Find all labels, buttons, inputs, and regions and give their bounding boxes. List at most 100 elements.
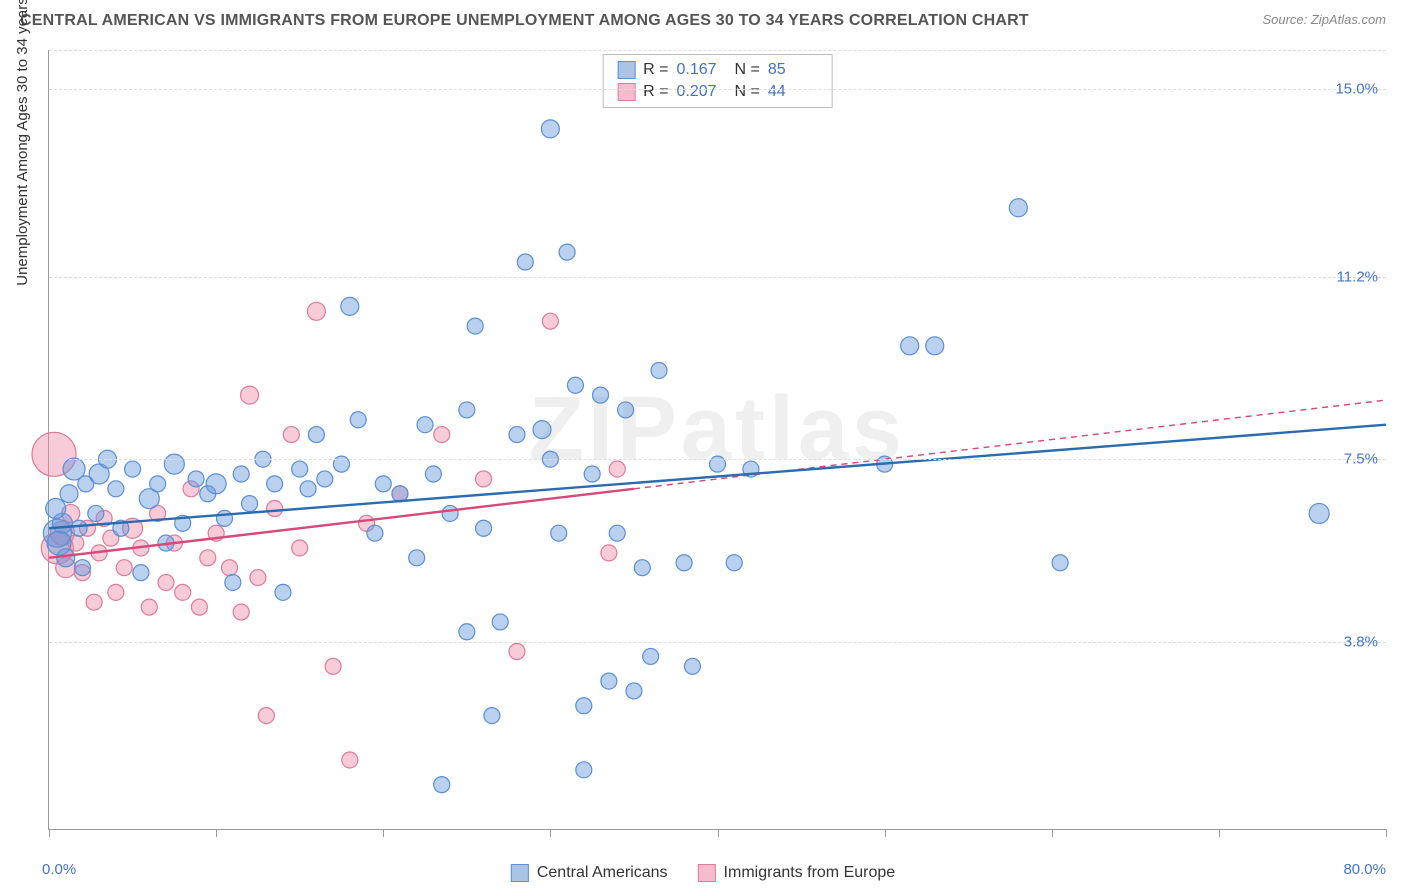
x-tick xyxy=(550,829,551,837)
data-point xyxy=(150,476,166,492)
data-point xyxy=(283,427,299,443)
data-point xyxy=(233,466,249,482)
data-point xyxy=(567,377,583,393)
data-point xyxy=(492,614,508,630)
grid-line xyxy=(49,459,1386,460)
correlation-stats-box: R = 0.167 N = 85 R = 0.207 N = 44 xyxy=(602,54,833,108)
data-point xyxy=(609,525,625,541)
data-point xyxy=(221,560,237,576)
scatter-svg xyxy=(49,50,1386,829)
data-point xyxy=(225,574,241,590)
data-point xyxy=(275,584,291,600)
data-point xyxy=(46,499,66,519)
data-point xyxy=(417,417,433,433)
data-point xyxy=(141,599,157,615)
data-point xyxy=(108,481,124,497)
data-point xyxy=(88,505,104,521)
data-point xyxy=(434,777,450,793)
data-point xyxy=(292,461,308,477)
data-point xyxy=(292,540,308,556)
grid-line xyxy=(49,89,1386,90)
legend-swatch-a xyxy=(511,864,529,882)
legend-swatch-b xyxy=(698,864,716,882)
n-value-a: 85 xyxy=(768,59,818,81)
y-tick-label: 15.0% xyxy=(1335,81,1378,98)
data-point xyxy=(726,555,742,571)
x-min-label: 0.0% xyxy=(42,861,76,878)
data-point xyxy=(584,466,600,482)
x-tick xyxy=(383,829,384,837)
n-label-b: N = xyxy=(735,81,760,103)
legend-label-a: Central Americans xyxy=(537,864,668,882)
data-point xyxy=(86,594,102,610)
data-point xyxy=(517,254,533,270)
x-tick xyxy=(216,829,217,837)
data-point xyxy=(175,584,191,600)
data-point xyxy=(542,313,558,329)
data-point xyxy=(308,427,324,443)
data-point xyxy=(459,624,475,640)
data-point xyxy=(108,584,124,600)
data-point xyxy=(634,560,650,576)
data-point xyxy=(116,560,132,576)
data-point xyxy=(250,570,266,586)
data-point xyxy=(200,550,216,566)
n-label-a: N = xyxy=(735,59,760,81)
chart-plot-area: ZIPatlas R = 0.167 N = 85 R = 0.207 N = … xyxy=(48,50,1386,830)
data-point xyxy=(74,560,90,576)
grid-line xyxy=(49,50,1386,51)
stats-row-a: R = 0.167 N = 85 xyxy=(617,59,818,81)
r-label-a: R = xyxy=(643,59,668,81)
legend-item-b: Immigrants from Europe xyxy=(698,864,896,882)
stats-row-b: R = 0.207 N = 44 xyxy=(617,81,818,103)
data-point xyxy=(601,673,617,689)
data-point xyxy=(71,520,87,536)
data-point xyxy=(258,708,274,724)
data-point xyxy=(509,427,525,443)
data-point xyxy=(191,599,207,615)
data-point xyxy=(626,683,642,699)
data-point xyxy=(267,476,283,492)
data-point xyxy=(459,402,475,418)
data-point xyxy=(533,421,551,439)
data-point xyxy=(676,555,692,571)
data-point xyxy=(559,244,575,260)
data-point xyxy=(307,302,325,320)
data-point xyxy=(392,486,408,502)
data-point xyxy=(125,461,141,477)
grid-line xyxy=(49,277,1386,278)
data-point xyxy=(267,501,283,517)
trend-line-extrapolated xyxy=(634,400,1386,489)
data-point xyxy=(684,658,700,674)
data-point xyxy=(60,485,78,503)
data-point xyxy=(434,427,450,443)
data-point xyxy=(1009,199,1027,217)
data-point xyxy=(901,337,919,355)
y-tick-label: 3.8% xyxy=(1344,633,1378,650)
data-point xyxy=(233,604,249,620)
data-point xyxy=(57,549,75,567)
source-label: Source: ZipAtlas.com xyxy=(1262,12,1386,27)
bottom-legend: Central Americans Immigrants from Europe xyxy=(511,864,895,882)
grid-line xyxy=(49,642,1386,643)
data-point xyxy=(409,550,425,566)
swatch-b xyxy=(617,83,635,101)
data-point xyxy=(1052,555,1068,571)
r-label-b: R = xyxy=(643,81,668,103)
data-point xyxy=(643,648,659,664)
data-point xyxy=(206,474,226,494)
data-point xyxy=(576,698,592,714)
data-point xyxy=(325,658,341,674)
data-point xyxy=(551,525,567,541)
data-point xyxy=(926,337,944,355)
data-point xyxy=(242,496,258,512)
data-point xyxy=(651,362,667,378)
data-point xyxy=(484,708,500,724)
x-tick xyxy=(718,829,719,837)
chart-title: CENTRAL AMERICAN VS IMMIGRANTS FROM EURO… xyxy=(20,12,1029,30)
data-point xyxy=(1309,503,1329,523)
y-axis-label: Unemployment Among Ages 30 to 34 years xyxy=(14,0,31,286)
data-point xyxy=(425,466,441,482)
data-point xyxy=(300,481,316,497)
r-value-a: 0.167 xyxy=(677,59,727,81)
